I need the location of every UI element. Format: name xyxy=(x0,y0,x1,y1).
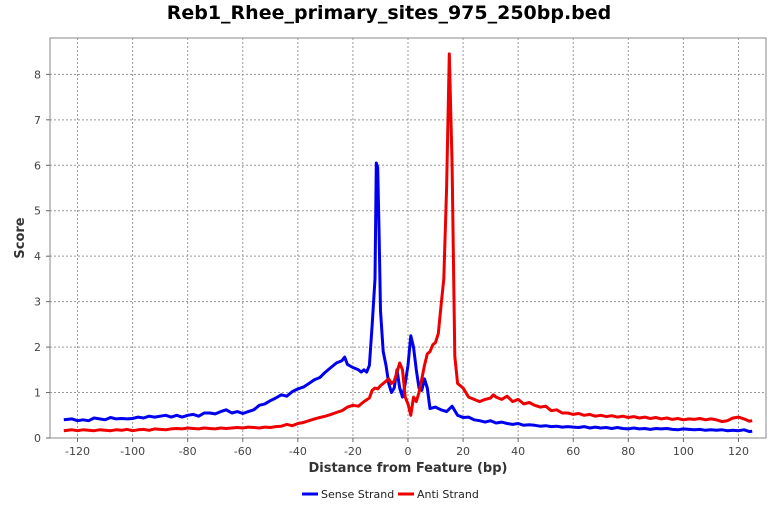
legend-label: Anti Strand xyxy=(417,488,479,501)
y-axis-label: Score xyxy=(13,217,28,258)
chart-title: Reb1_Rhee_primary_sites_975_250bp.bed xyxy=(166,2,612,24)
x-tick-label: -120 xyxy=(65,445,90,458)
series-line-anti-strand xyxy=(63,52,753,433)
x-tick-label: 60 xyxy=(566,445,580,458)
y-tick-label: 8 xyxy=(34,68,41,81)
y-tick-label: 7 xyxy=(34,114,41,127)
series-line-sense-strand xyxy=(63,161,753,434)
x-axis-label: Distance from Feature (bp) xyxy=(308,461,507,476)
x-tick-label: -100 xyxy=(120,445,145,458)
x-tick-label: -40 xyxy=(289,445,307,458)
axis-ticks: -120 -100 -80 -60 -40 -20 0 20 40 60 80 100 120 0 1 2 3 4… xyxy=(34,68,749,458)
y-tick-label: 1 xyxy=(34,387,41,400)
x-tick-label: 80 xyxy=(621,445,635,458)
x-tick-label: 0 xyxy=(405,445,412,458)
legend-label: Sense Strand xyxy=(321,488,394,501)
y-tick-label: 0 xyxy=(34,432,41,445)
x-tick-label: 120 xyxy=(728,445,749,458)
x-tick-label: 20 xyxy=(456,445,470,458)
y-tick-label: 4 xyxy=(34,250,41,263)
x-tick-label: -20 xyxy=(344,445,362,458)
x-tick-label: 100 xyxy=(673,445,694,458)
series-layer xyxy=(63,52,753,434)
grid-layer xyxy=(50,38,766,439)
y-tick-label: 2 xyxy=(34,341,41,354)
y-tick-label: 3 xyxy=(34,296,41,309)
y-tick-label: 5 xyxy=(34,205,41,218)
y-tick-label: 6 xyxy=(34,159,41,172)
x-tick-label: -60 xyxy=(234,445,252,458)
x-tick-label: -80 xyxy=(179,445,197,458)
x-tick-label: 40 xyxy=(511,445,525,458)
legend: Sense Strand Anti Strand xyxy=(302,488,479,501)
